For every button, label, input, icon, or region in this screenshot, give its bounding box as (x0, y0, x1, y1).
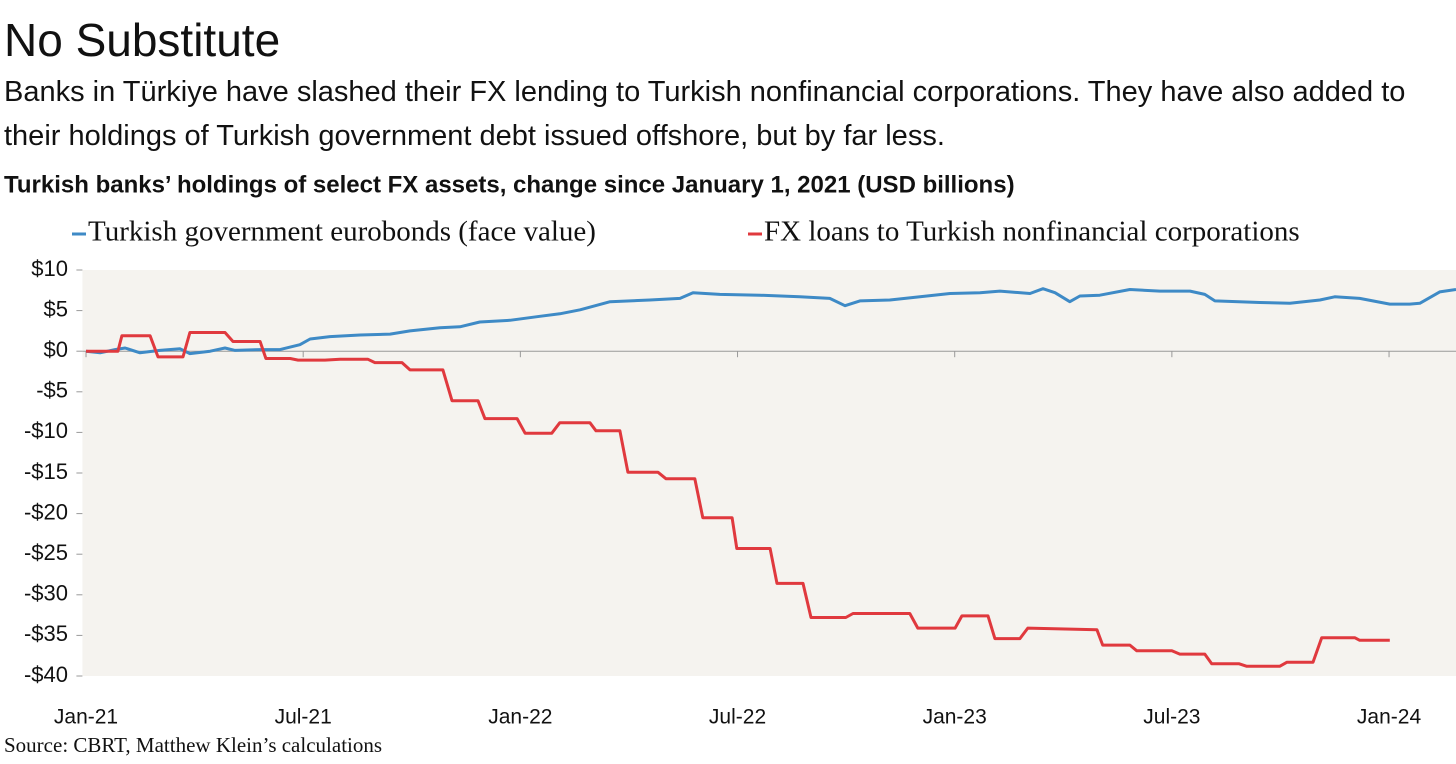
y-tick-label: -$10 (24, 418, 68, 443)
plot-area (82, 270, 1456, 676)
chart-subtitle: Turkish banks’ holdings of select FX ass… (4, 171, 1015, 198)
y-tick-label: -$5 (36, 378, 68, 403)
y-tick-label: -$30 (24, 581, 68, 606)
x-tick-label: Jan-23 (923, 706, 987, 729)
legend-label: Turkish government eurobonds (face value… (88, 216, 596, 248)
y-tick-label: -$15 (24, 459, 68, 484)
legend-label: FX loans to Turkish nonfinancial corpora… (764, 216, 1300, 248)
y-tick-label: -$20 (24, 499, 68, 524)
y-tick-label: -$25 (24, 540, 68, 565)
series-line (85, 287, 1456, 356)
x-tick-label: Jul-21 (275, 706, 332, 729)
chart-title: No Substitute (4, 14, 280, 66)
source: Source: CBRT, Matthew Klein’s calculatio… (4, 733, 382, 757)
x-tick-label: Jan-21 (54, 706, 118, 729)
x-tick-label: Jul-23 (1143, 706, 1200, 729)
x-tick-label: Jul-22 (709, 706, 766, 729)
subtitle: Banks in Türkiye have slashed their FX l… (4, 76, 1406, 152)
x-tick-label: Jan-22 (488, 706, 552, 729)
y-tick-label: $5 (44, 296, 68, 321)
x-tick-label: Jan-24 (1357, 706, 1422, 729)
y-tick-label: $10 (31, 256, 68, 281)
series-line (86, 331, 1390, 668)
subtitle-box: Banks in Türkiye have slashed their FX l… (4, 76, 1406, 152)
y-tick-label: $0 (44, 337, 68, 362)
y-tick-label: -$40 (24, 662, 68, 687)
y-tick-label: -$35 (24, 621, 68, 646)
